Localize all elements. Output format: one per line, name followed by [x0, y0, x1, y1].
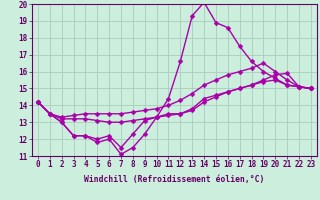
X-axis label: Windchill (Refroidissement éolien,°C): Windchill (Refroidissement éolien,°C) — [84, 175, 265, 184]
